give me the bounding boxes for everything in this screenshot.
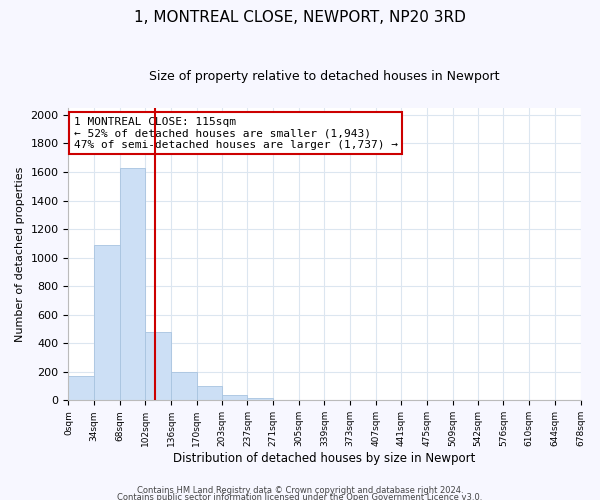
Text: Contains HM Land Registry data © Crown copyright and database right 2024.: Contains HM Land Registry data © Crown c… — [137, 486, 463, 495]
X-axis label: Distribution of detached houses by size in Newport: Distribution of detached houses by size … — [173, 452, 476, 465]
Bar — [222, 395, 247, 400]
Bar — [197, 386, 222, 400]
Text: 1, MONTREAL CLOSE, NEWPORT, NP20 3RD: 1, MONTREAL CLOSE, NEWPORT, NP20 3RD — [134, 10, 466, 25]
Bar — [68, 376, 94, 400]
Y-axis label: Number of detached properties: Number of detached properties — [15, 166, 25, 342]
Bar — [145, 332, 171, 400]
Text: 1 MONTREAL CLOSE: 115sqm
← 52% of detached houses are smaller (1,943)
47% of sem: 1 MONTREAL CLOSE: 115sqm ← 52% of detach… — [74, 116, 398, 150]
Bar — [171, 372, 197, 400]
Title: Size of property relative to detached houses in Newport: Size of property relative to detached ho… — [149, 70, 500, 83]
Bar — [94, 246, 120, 400]
Bar — [247, 398, 273, 400]
Bar — [120, 168, 145, 400]
Text: Contains public sector information licensed under the Open Government Licence v3: Contains public sector information licen… — [118, 494, 482, 500]
